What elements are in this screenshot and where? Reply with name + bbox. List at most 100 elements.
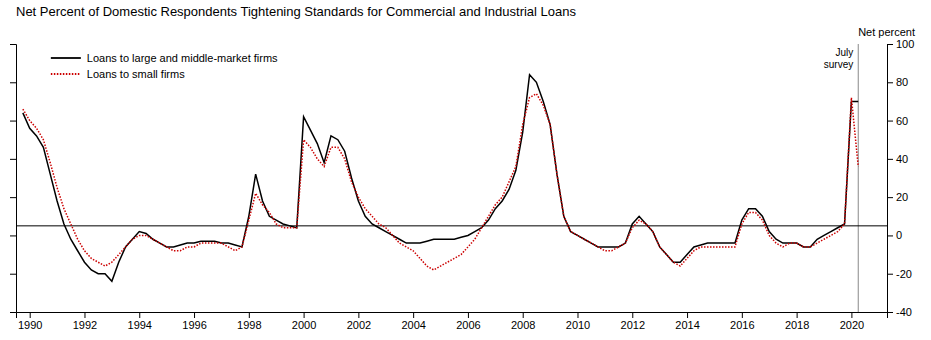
y-tick-mark — [10, 274, 16, 275]
y-axis-right-line — [888, 45, 894, 313]
reference-line-vertical — [858, 44, 859, 312]
x-tick-label: 2008 — [511, 319, 535, 331]
y-tick-left — [10, 235, 16, 236]
y-tick-label: 60 — [896, 115, 908, 127]
y-tick-mark — [887, 82, 893, 83]
y-tick: -40 — [887, 306, 912, 318]
x-tick-label: 2006 — [456, 319, 480, 331]
y-axis-label: Net percent — [858, 26, 915, 38]
y-tick-label: 80 — [896, 76, 908, 88]
x-tick: 2020 — [840, 312, 864, 331]
y-tick-mark — [887, 312, 893, 313]
y-tick: 60 — [887, 115, 908, 127]
marks — [16, 44, 887, 312]
y-tick-label: -20 — [896, 268, 912, 280]
x-tick: 2014 — [675, 312, 699, 331]
x-tick: 1992 — [73, 312, 97, 331]
x-tick: 1990 — [18, 312, 42, 331]
series-line — [23, 94, 858, 270]
legend-label: Loans to large and middle-market firms — [87, 52, 278, 64]
x-tick: 2012 — [621, 312, 645, 331]
x-tick-mark — [249, 312, 250, 318]
x-tick-mark — [194, 312, 195, 318]
x-tick-mark — [577, 312, 578, 318]
y-tick-mark — [10, 235, 16, 236]
x-tick-label: 2004 — [401, 319, 425, 331]
annotation-line: July — [835, 47, 853, 58]
x-tick-mark — [523, 312, 524, 318]
y-tick-label: -40 — [896, 306, 912, 318]
y-tick: 80 — [887, 76, 908, 88]
x-tick-label: 2002 — [347, 319, 371, 331]
y-tick-left — [10, 197, 16, 198]
x-tick: 2010 — [566, 312, 590, 331]
series-line — [23, 75, 858, 282]
y-tick-mark — [10, 121, 16, 122]
y-axis-left — [10, 45, 17, 313]
y-tick-mark — [10, 82, 16, 83]
x-tick-mark — [139, 312, 140, 318]
y-tick: -20 — [887, 268, 912, 280]
x-tick: 1994 — [128, 312, 152, 331]
title: Net Percent of Domestic Respondents Tigh… — [16, 4, 577, 19]
x-tick-label: 2010 — [566, 319, 590, 331]
x-tick-mark — [358, 312, 359, 318]
y-tick-label: 20 — [896, 191, 908, 203]
y-tick-mark — [10, 197, 16, 198]
y-tick-left — [10, 312, 16, 313]
x-tick-mark — [851, 312, 852, 318]
y-tick-mark — [887, 44, 893, 45]
y-tick-left — [10, 121, 16, 122]
legend-label: Loans to small firms — [87, 68, 185, 80]
x-tick: 1998 — [237, 312, 261, 331]
y-tick-mark — [887, 274, 893, 275]
x-tick-label: 1996 — [182, 319, 206, 331]
y-tick-left — [10, 274, 16, 275]
x-tick: 2016 — [730, 312, 754, 331]
x-tick-label: 2012 — [621, 319, 645, 331]
y-tick-label: 100 — [896, 38, 914, 50]
y-axis-left-line — [10, 45, 17, 313]
x-tick: 2018 — [785, 312, 809, 331]
x-axis: 1990 1992 1994 1996 1998 2000 2002 2004 2006 2008… — [17, 312, 888, 331]
y-tick-mark — [887, 197, 893, 198]
x-tick-mark — [30, 312, 31, 318]
y-tick-mark — [887, 235, 893, 236]
y-tick-mark — [887, 121, 893, 122]
x-tick-mark — [413, 312, 414, 318]
x-tick: 2002 — [347, 312, 371, 331]
x-tick: 2006 — [456, 312, 480, 331]
legend-entry: Loans to large and middle-market firms — [51, 52, 278, 64]
y-tick-left — [10, 159, 16, 160]
x-tick-label: 2018 — [785, 319, 809, 331]
y-tick-left — [10, 82, 16, 83]
y-tick-label: 40 — [896, 153, 908, 165]
plot-area: 1990199219941996199820002002200420062008… — [10, 38, 914, 331]
x-tick-label: 1990 — [18, 319, 42, 331]
y-tick: 0 — [887, 229, 902, 241]
x-tick-label: 2000 — [292, 319, 316, 331]
y-tick-mark — [10, 312, 16, 313]
x-tick-mark — [687, 312, 688, 318]
annotation: Julysurvey — [824, 47, 853, 70]
x-axis-line — [17, 313, 888, 319]
y-tick-mark — [10, 159, 16, 160]
x-tick-mark — [304, 312, 305, 318]
x-tick: 2000 — [292, 312, 316, 331]
x-tick-label: 2016 — [730, 319, 754, 331]
y-tick: 100 — [887, 38, 914, 50]
x-tick-label: 2014 — [675, 319, 699, 331]
y-tick: 20 — [887, 191, 908, 203]
y-tick-label: 0 — [896, 229, 902, 241]
legend-swatch — [51, 73, 81, 75]
annotation-line: survey — [824, 59, 853, 70]
x-tick-label: 1998 — [237, 319, 261, 331]
x-tick-label: 2020 — [840, 319, 864, 331]
chart: 1990199219941996199820002002200420062008… — [0, 0, 931, 340]
y-tick: 40 — [887, 153, 908, 165]
legend-swatch — [51, 57, 81, 59]
reference-line-horizontal — [16, 225, 887, 226]
x-tick-label: 1994 — [128, 319, 152, 331]
y-tick-left — [10, 44, 16, 45]
y-tick-mark — [10, 44, 16, 45]
